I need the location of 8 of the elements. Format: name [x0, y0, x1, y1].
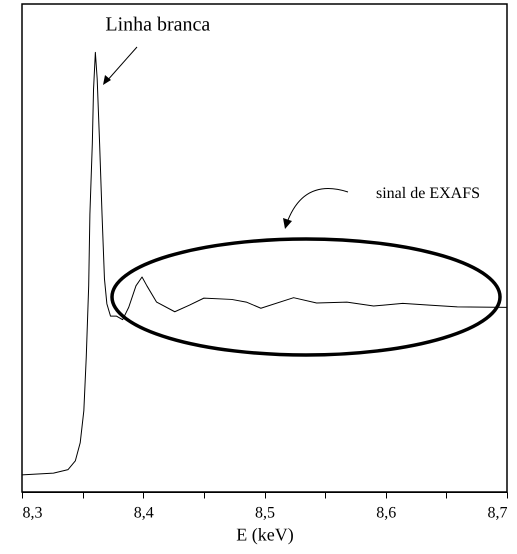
x-tick-label: 8,6	[376, 504, 396, 522]
x-tick-label: 8,4	[134, 504, 154, 522]
annotation: Linha branca	[105, 13, 210, 36]
x-tick-label: 8,5	[255, 504, 275, 522]
x-tick-label: 8,7	[488, 504, 508, 522]
annotation: sinal de EXAFS	[376, 185, 480, 202]
x-tick-label: 8,3	[22, 504, 42, 522]
x-axis-title: E (keV)	[236, 524, 294, 544]
